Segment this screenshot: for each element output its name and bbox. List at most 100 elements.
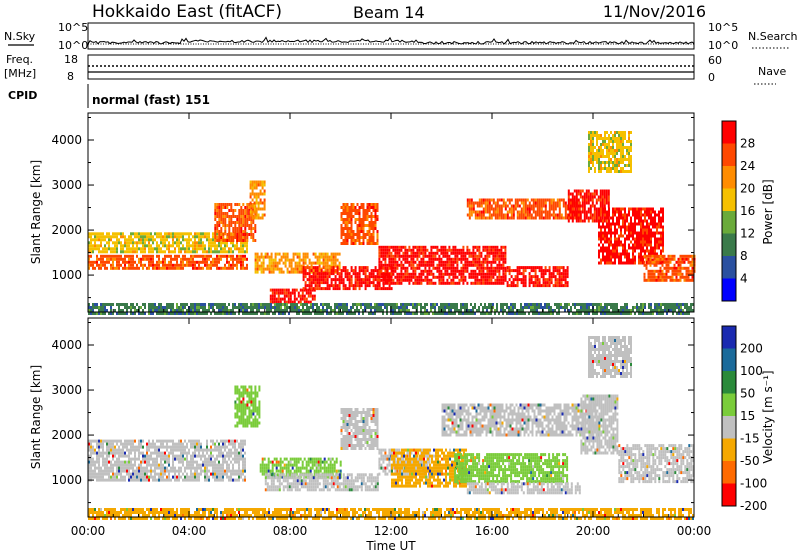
power-echo-cell (398, 248, 401, 252)
power-echo-cell (316, 287, 319, 291)
power-echo-cell (118, 312, 120, 315)
power-echo-cell (524, 278, 527, 282)
power-echo-cell (604, 140, 606, 143)
power-echo-cell (318, 281, 321, 285)
power-echo-cell (508, 198, 511, 202)
power-echo-cell (600, 237, 602, 241)
power-echo-cell (572, 303, 574, 306)
power-echo-cell (632, 249, 634, 253)
power-echo-cell (426, 248, 429, 252)
power-echo-cell (294, 267, 297, 271)
power-echo-cell (554, 281, 557, 285)
power-echo-cell (226, 215, 229, 218)
power-echo-cell (498, 198, 501, 202)
power-echo-cell (200, 235, 202, 239)
power-echo-cell (440, 269, 443, 273)
power-echo-cell (150, 238, 152, 242)
power-echo-cell (558, 284, 561, 288)
power-echo-cell (620, 225, 622, 229)
power-echo-cell (424, 303, 426, 306)
power-echo-cell (380, 269, 383, 273)
power-echo-cell (532, 312, 534, 315)
power-echo-cell (164, 241, 166, 245)
power-echo-cell (228, 247, 230, 251)
power-echo-cell (518, 272, 521, 276)
power-echo-cell (671, 278, 674, 282)
power-echo-cell (600, 164, 602, 167)
power-echo-cell (214, 224, 217, 227)
power-echo-cell (218, 209, 221, 212)
power-echo-cell (410, 254, 413, 258)
power-echo-cell (687, 257, 690, 261)
power-echo-cell (362, 236, 365, 239)
power-echo-cell (348, 278, 351, 282)
power-echo-cell (116, 312, 118, 315)
power-echo-cell (610, 222, 612, 226)
power-echo-cell (248, 215, 251, 218)
power-echo-cell (600, 170, 602, 173)
power-echo-cell (346, 224, 349, 227)
power-echo-cell (596, 143, 598, 146)
power-echo-cell (450, 272, 453, 276)
power-echo-cell (642, 312, 644, 315)
power-echo-cell (546, 303, 548, 306)
power-echo-cell (309, 291, 312, 295)
power-echo-cell (604, 312, 606, 315)
power-echo-cell (616, 243, 618, 247)
power-echo-cell (396, 281, 399, 285)
power-echo-cell (396, 272, 399, 276)
power-echo-cell (270, 264, 273, 268)
power-echo-cell (396, 248, 399, 252)
power-echo-cell (212, 306, 214, 309)
power-echo-cell (122, 266, 124, 270)
power-echo-cell (567, 192, 570, 196)
power-echo-cell (102, 247, 104, 251)
power-echo-cell (506, 269, 509, 273)
power-echo-cell (498, 257, 501, 261)
power-echo-cell (624, 246, 626, 250)
power-echo-cell (418, 245, 421, 249)
power-echo-cell (528, 204, 531, 208)
power-echo-cell (400, 260, 403, 264)
power-echo-cell (102, 257, 104, 261)
power-echo-cell (246, 309, 248, 312)
power-echo-cell (602, 149, 604, 152)
power-echo-cell (186, 303, 188, 306)
power-echo-cell (462, 281, 465, 285)
power-echo-cell (601, 192, 604, 196)
power-echo-cell (602, 249, 604, 253)
power-echo-cell (406, 272, 409, 276)
power-echo-cell (630, 222, 632, 226)
power-echo-cell (652, 222, 654, 226)
power-echo-cell (138, 232, 140, 236)
power-echo-cell (364, 272, 367, 276)
power-echo-cell (386, 303, 388, 306)
power-echo-cell (622, 225, 624, 229)
power-echo-cell (647, 269, 650, 273)
power-echo-cell (556, 281, 559, 285)
power-echo-cell (504, 269, 507, 273)
power-echo-cell (148, 263, 150, 267)
power-echo-cell (297, 300, 300, 304)
power-echo-cell (277, 291, 280, 295)
power-echo-cell (301, 297, 304, 301)
power-echo-cell (438, 257, 441, 261)
power-echo-cell (648, 222, 650, 226)
power-echo-cell (410, 278, 413, 282)
power-echo-cell (246, 218, 249, 221)
power-echo-cell (254, 227, 257, 230)
power-echo-cell (370, 236, 373, 239)
power-echo-cell (172, 306, 174, 309)
power-echo-cell (370, 306, 372, 309)
power-echo-cell (536, 213, 539, 217)
power-echo-cell (675, 266, 678, 270)
power-echo-cell (366, 269, 369, 273)
power-echo-cell (164, 232, 166, 236)
power-echo-cell (326, 258, 329, 262)
power-echo-cell (330, 272, 333, 276)
power-echo-cell (470, 263, 473, 267)
power-echo-cell (382, 287, 385, 291)
power-echo-cell (590, 155, 592, 158)
power-echo-cell (630, 258, 632, 262)
power-echo-cell (342, 278, 345, 282)
